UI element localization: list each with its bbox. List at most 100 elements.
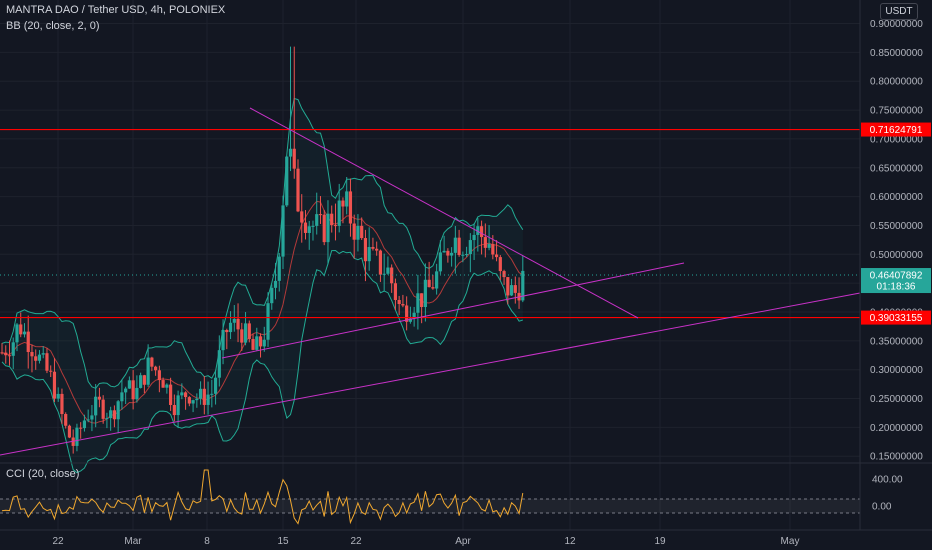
- candle-body: [240, 329, 244, 343]
- candle-body: [255, 336, 259, 350]
- descending-trendline[interactable]: [249, 107, 639, 319]
- y-tick-label: 0.25000000: [870, 394, 923, 405]
- x-tick-label: 15: [277, 536, 289, 547]
- candle-body: [183, 392, 188, 398]
- candle-body: [371, 247, 375, 249]
- candle-body: [438, 252, 442, 272]
- candle-body: [461, 254, 465, 256]
- candle-body: [333, 225, 338, 227]
- candle-body: [266, 303, 270, 340]
- candle-body: [273, 280, 278, 288]
- current-price-bg: [861, 268, 931, 294]
- candle-body: [206, 394, 210, 405]
- candle-body: [318, 214, 323, 216]
- time-axis[interactable]: 22 Mar 8 15 22 Apr 12 19 May: [0, 529, 932, 547]
- candle-body: [90, 415, 94, 420]
- candle-body: [15, 324, 19, 343]
- candle-body: [341, 200, 345, 207]
- candle-body: [19, 324, 23, 335]
- candle-body: [221, 330, 225, 351]
- candle-body: [172, 404, 176, 416]
- candle-body: [116, 401, 120, 420]
- candle-body: [416, 293, 420, 313]
- long-support-trendline[interactable]: [0, 292, 861, 456]
- y-tick-label: 0.65000000: [870, 163, 923, 174]
- candle-body: [101, 399, 105, 419]
- candle-body: [363, 238, 368, 262]
- candle-body: [277, 256, 281, 281]
- candle-body: [303, 222, 308, 233]
- candle-body: [476, 226, 480, 235]
- candle-body: [464, 254, 469, 256]
- candle-body: [498, 257, 502, 272]
- candle-body: [45, 353, 49, 371]
- bb-fill: [2, 98, 523, 473]
- candle-body: [0, 352, 4, 354]
- candle-body: [386, 267, 390, 274]
- cci-tick-label: 400.00: [872, 475, 903, 486]
- candle-body: [195, 398, 199, 401]
- candle-body: [258, 336, 263, 347]
- candle-body: [139, 375, 143, 388]
- candle-body: [509, 285, 514, 296]
- candle-body: [41, 353, 45, 355]
- candle-body: [270, 287, 274, 304]
- candle-body: [67, 425, 72, 438]
- candle-body: [352, 223, 356, 240]
- candle-body: [169, 384, 173, 405]
- candle-body: [423, 279, 427, 308]
- candle-body: [393, 283, 398, 301]
- countdown-label: 01:18:36: [877, 282, 916, 293]
- candle-body: [176, 395, 180, 416]
- candle-body: [60, 393, 64, 415]
- cci-indicator-label[interactable]: CCI (20, close): [6, 468, 80, 480]
- candle-body: [232, 318, 236, 323]
- y-tick-label: 0.35000000: [870, 336, 923, 347]
- ascending-trendline[interactable]: [221, 262, 685, 359]
- bb-basis: [1, 200, 524, 424]
- candle-body: [247, 323, 251, 339]
- candle-body: [75, 427, 79, 446]
- candle-body: [157, 370, 161, 381]
- candle-body: [251, 338, 255, 350]
- bb-upper: [1, 97, 524, 389]
- candle-body: [120, 392, 124, 402]
- candle-body: [472, 234, 476, 241]
- cci-line: [1, 469, 524, 525]
- candle-body: [161, 380, 165, 388]
- resistance-label: 0.71624791: [870, 125, 923, 136]
- bb-lower: [1, 249, 523, 474]
- candle-body: [521, 270, 525, 301]
- candle-body: [22, 331, 27, 335]
- candle-body: [494, 254, 499, 258]
- candle-body: [446, 250, 450, 256]
- candle-body: [105, 418, 109, 420]
- candle-body: [37, 354, 42, 361]
- candle-body: [281, 205, 285, 257]
- candle-body: [296, 168, 300, 212]
- x-tick-label: 12: [564, 536, 576, 547]
- candle-body: [412, 312, 416, 319]
- candle-body: [457, 237, 461, 256]
- candle-body: [127, 380, 131, 389]
- bb-indicator-label[interactable]: BB (20, close, 2, 0): [6, 20, 100, 32]
- candles: [0, 46, 525, 454]
- candle-body: [34, 356, 38, 361]
- candle-body: [405, 305, 409, 322]
- candle-body: [337, 200, 341, 226]
- candle-body: [427, 279, 431, 288]
- y-tick-label: 0.30000000: [870, 365, 923, 376]
- candle-body: [311, 225, 315, 227]
- currency-badge[interactable]: USDT: [880, 3, 918, 20]
- candle-body: [135, 387, 139, 400]
- candle-body: [86, 419, 90, 421]
- candle-body: [124, 388, 128, 393]
- price-axis[interactable]: 0.90000000 0.85000000 0.80000000 0.75000000…: [859, 0, 923, 530]
- candle-body: [52, 371, 57, 399]
- y-tick-label: 0.85000000: [870, 48, 923, 59]
- candle-body: [79, 427, 83, 429]
- candle-body: [420, 293, 424, 308]
- candle-body: [142, 375, 146, 385]
